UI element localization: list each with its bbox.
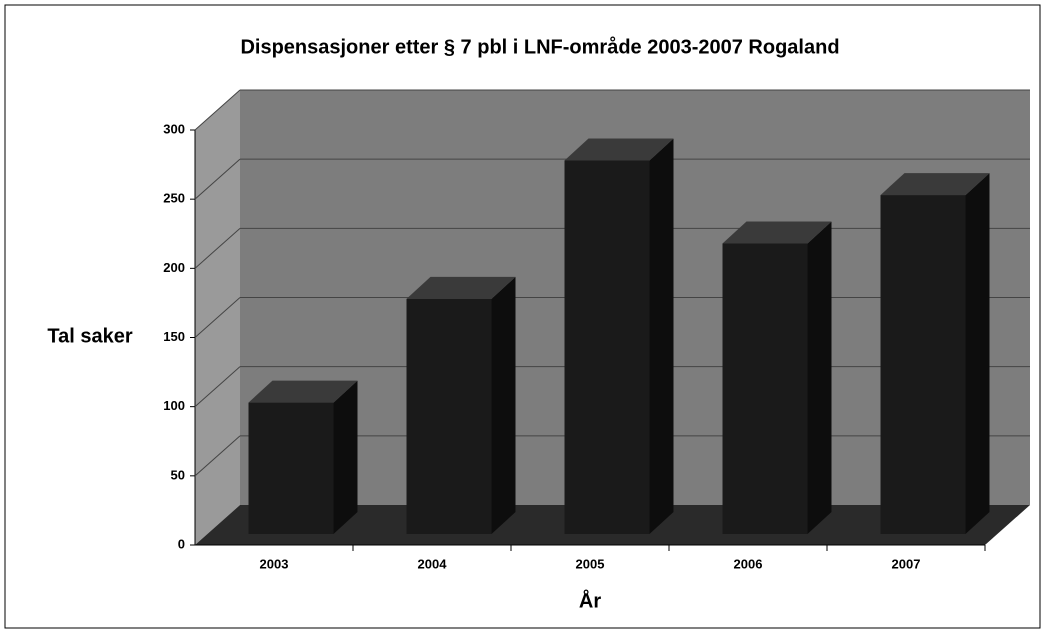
grid-line [194, 89, 241, 131]
bar [248, 402, 334, 534]
grid-line [194, 297, 241, 338]
y-tick-label: 0 [178, 536, 185, 551]
y-tick-label: 300 [163, 121, 185, 136]
bar-top [406, 276, 516, 299]
y-tick-label: 200 [163, 260, 185, 275]
y-tick-label: 150 [163, 329, 185, 344]
bar-side [807, 221, 832, 534]
bar-side [333, 380, 358, 534]
bar [564, 160, 650, 534]
x-tick-label: 2005 [576, 556, 605, 571]
bar [880, 195, 966, 535]
bar-side [491, 276, 516, 534]
y-tick-label: 50 [171, 467, 185, 482]
bar-top [722, 221, 832, 244]
grid-line [194, 435, 241, 477]
bar-side [965, 173, 990, 535]
bar-top [564, 138, 674, 161]
x-tick-label: 2004 [418, 556, 448, 571]
x-tick-label: 2003 [260, 556, 289, 571]
x-axis-label: År [579, 588, 601, 612]
y-tick-label: 100 [163, 398, 185, 413]
bar-top [880, 173, 990, 196]
bar [722, 243, 808, 534]
chart-title: Dispensasjoner etter § 7 pbl i LNF-områd… [240, 35, 839, 58]
x-tick-label: 2007 [892, 556, 921, 571]
bar [406, 298, 492, 534]
bar-top [248, 380, 358, 403]
bar-side [649, 138, 674, 534]
grid-line [194, 366, 241, 408]
grid-line [194, 227, 241, 269]
y-axis-label: Tal saker [47, 325, 132, 347]
x-tick-label: 2006 [734, 556, 763, 571]
y-tick-label: 250 [163, 191, 185, 206]
grid-line [194, 158, 241, 200]
